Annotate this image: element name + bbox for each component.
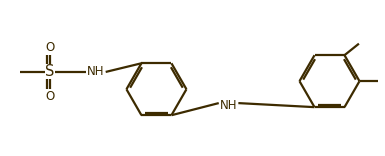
Text: NH: NH — [220, 99, 237, 112]
Text: O: O — [45, 90, 54, 103]
Text: NH: NH — [87, 66, 105, 78]
Text: O: O — [45, 41, 54, 54]
Text: S: S — [45, 64, 54, 79]
